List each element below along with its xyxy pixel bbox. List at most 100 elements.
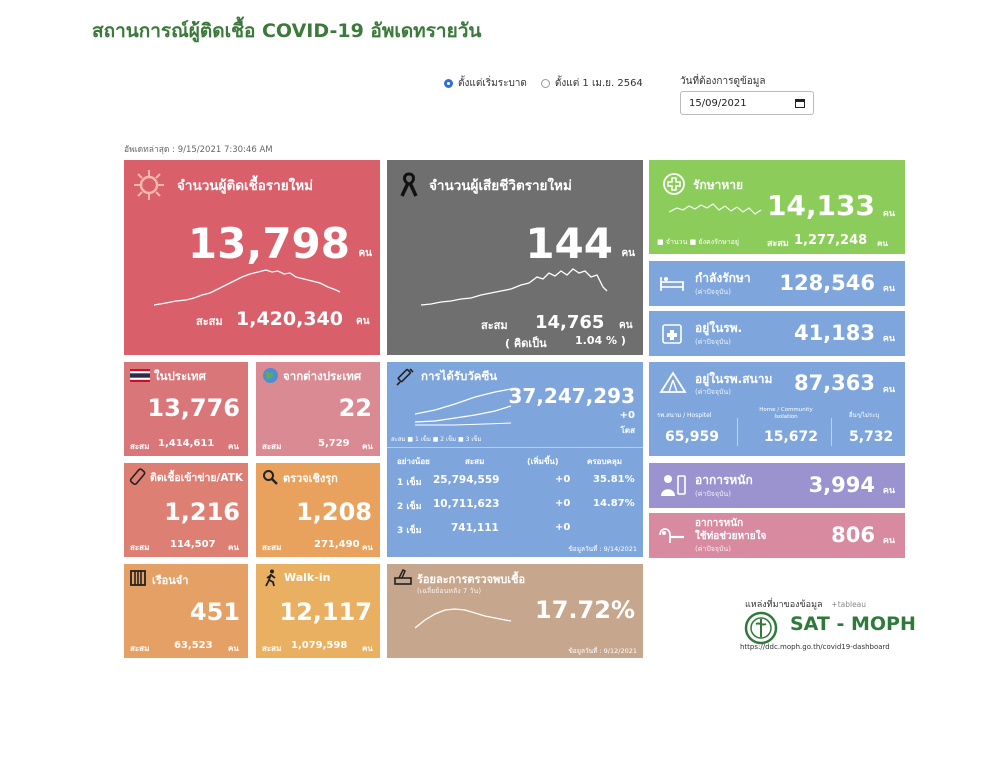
ventilator-card: อาการหนัก ใช้ท่อช่วยหายใจ (ค่าปัจจุบัน) …	[649, 513, 905, 558]
recovered-legend: ■ จำนวน ■ ยังคงรักษาอยู่	[657, 238, 739, 246]
field-hospital-col2-value: 15,672	[764, 429, 819, 445]
patient-monitor-icon	[661, 475, 686, 496]
divider	[831, 418, 832, 446]
imported-cum-unit: คน	[362, 442, 373, 451]
new-deaths-cum-value: 14,765	[535, 312, 605, 333]
prison-value: 451	[189, 598, 240, 626]
radio-since-outbreak-label[interactable]: ตั้งแต่เริ่มระบาด	[458, 78, 527, 89]
new-cases-cum-unit: คน	[356, 316, 370, 327]
walkin-cum-label: สะสม	[262, 644, 282, 653]
walkin-cum-unit: คน	[362, 644, 373, 653]
calendar-icon[interactable]	[795, 98, 805, 108]
treating-label: กำลังรักษา	[695, 271, 751, 285]
field-hospital-card: อยู่ในรพ.สนาม (ค่าปัจจุบัน) 87,363 คน รพ…	[649, 362, 905, 456]
page-title: สถานการณ์ผู้ติดเชื้อ COVID-19 อัพเดทรายว…	[92, 20, 482, 42]
vaccine-row-coverage: 14.87%	[593, 498, 635, 509]
new-cases-cum-value: 1,420,340	[236, 308, 343, 330]
vaccine-date: ข้อมูลวันที่ : 9/14/2021	[568, 545, 637, 553]
vaccine-header: อย่างน้อย	[397, 457, 430, 466]
prison-cum-value: 63,523	[174, 640, 213, 651]
tableau-logo: +tableau	[831, 600, 867, 609]
virus-icon	[134, 170, 164, 200]
atk-label: ติดเชื้อเข้าข่าย/ATK	[150, 472, 243, 484]
vaccine-card: การได้รับวัคซีน 37,247,293 +0 โดส สะสม ■…	[387, 362, 643, 557]
legend-square-icon: ■	[689, 238, 697, 246]
walkin-value: 12,117	[279, 598, 372, 626]
ventilator-value: 806	[831, 523, 875, 547]
active-search-card: ตรวจเชิงรุก 1,208 สะสม 271,490 คน	[256, 463, 380, 557]
field-hospital-value: 87,363	[793, 371, 875, 395]
date-value: 15/09/2021	[689, 97, 747, 109]
recovered-cum-unit: คน	[877, 239, 888, 248]
vaccine-header: ครอบคลุม	[587, 457, 623, 466]
radio-since-april-label[interactable]: ตั้งแต่ 1 เม.ย. 2564	[554, 78, 643, 89]
imported-cum-label: สะสม	[262, 442, 282, 451]
prison-card: เรือนจำ 451 สะสม 63,523 คน	[124, 564, 248, 658]
positivity-sub: (เฉลี่ยย้อนหลัง 7 วัน)	[417, 587, 482, 595]
vaccine-row-label: 2 เข็ม	[397, 502, 422, 512]
tent-icon	[659, 371, 687, 393]
sat-moph-title: SAT - MOPH	[790, 613, 916, 635]
field-hospital-col2-label: Home / Community Isolation	[759, 407, 813, 420]
walkin-label: Walk-in	[284, 571, 331, 584]
severe-sub: (ค่าปัจจุบัน)	[695, 490, 731, 498]
domestic-value: 13,776	[147, 394, 240, 422]
date-input[interactable]: 15/09/2021	[680, 91, 814, 115]
walkin-card: Walk-in 12,117 สะสม 1,079,598 คน	[256, 564, 380, 658]
globe-icon	[263, 368, 278, 383]
recovered-cum-label: สะสม	[767, 239, 789, 249]
vaccine-row-cum: 25,794,559	[433, 474, 500, 486]
magnifier-icon	[263, 470, 278, 485]
field-hospital-sub: (ค่าปัจจุบัน)	[695, 388, 731, 396]
divider	[387, 447, 643, 448]
ventilator-unit: คน	[882, 536, 895, 546]
domestic-label: ในประเทศ	[154, 369, 206, 383]
new-cases-cum-label: สะสม	[196, 315, 223, 328]
new-deaths-pct-value: 1.04 % )	[575, 334, 626, 347]
syringe-icon	[396, 368, 414, 386]
positivity-label: ร้อยละการตรวจพบเชื้อ	[417, 573, 526, 586]
imported-label: จากต่างประเทศ	[283, 369, 362, 383]
positivity-card: ร้อยละการตรวจพบเชื้อ (เฉลี่ยย้อนหลัง 7 ว…	[387, 564, 643, 658]
positivity-date: ข้อมูลวันที่ : 9/12/2021	[568, 647, 637, 655]
thailand-flag-icon	[130, 369, 150, 382]
new-deaths-cum-unit: คน	[619, 320, 633, 331]
ventilator-label2: ใช้ท่อช่วยหายใจ	[695, 531, 767, 542]
ventilator-sub: (ค่าปัจจุบัน)	[695, 545, 731, 553]
atk-cum-label: สะสม	[130, 543, 150, 552]
medical-cross-icon	[663, 173, 685, 195]
atk-cum-value: 114,507	[170, 539, 216, 550]
positivity-sparkline	[415, 608, 512, 629]
treating-unit: คน	[882, 284, 895, 294]
walkin-cum-value: 1,079,598	[291, 640, 348, 651]
vaccine-legend: สะสม ■ 1 เข็ม ■ 2 เข็ม ■ 3 เข็ม	[391, 436, 482, 443]
recovered-cum-value: 1,277,248	[794, 233, 868, 248]
prison-label: เรือนจำ	[152, 574, 189, 587]
vaccine-sparkline	[415, 388, 511, 426]
vaccine-change: +0	[619, 410, 635, 421]
recovered-sparkline	[669, 203, 762, 215]
date-label: วันที่ต้องการดูข้อมูล	[680, 76, 766, 87]
prison-cum-unit: คน	[228, 644, 239, 653]
radio-since-april[interactable]	[540, 79, 550, 88]
positivity-value: 17.72%	[535, 596, 635, 624]
new-deaths-label: จำนวนผู้เสียชีวิตรายใหม่	[429, 178, 572, 194]
field-hospital-col1-value: 65,959	[665, 429, 720, 445]
active-search-value: 1,208	[296, 498, 372, 526]
domestic-cum-label: สะสม	[130, 442, 150, 451]
field-hospital-col3-label: อื่นๆ/ไม่ระบุ	[849, 412, 880, 419]
severe-value: 3,994	[808, 473, 875, 497]
moph-logo-icon	[744, 611, 778, 645]
hospital-bed-icon	[660, 277, 684, 291]
radio-since-outbreak[interactable]	[444, 79, 453, 88]
active-search-cum-value: 271,490	[314, 539, 360, 550]
hospital-building-icon	[662, 324, 682, 344]
source-url[interactable]: https://ddc.moph.go.th/covid19-dashboard	[740, 643, 890, 651]
walking-person-icon	[265, 569, 276, 587]
vaccine-header: (เพิ่มขึ้น)	[527, 457, 559, 466]
new-cases-label: จำนวนผู้ติดเชื้อรายใหม่	[177, 178, 313, 194]
ventilator-label: อาการหนัก	[695, 518, 744, 529]
vaccine-row-label: 3 เข็ม	[397, 526, 422, 536]
treating-sub: (ค่าปัจจุบัน)	[695, 288, 731, 296]
new-deaths-value: 144	[525, 219, 613, 268]
